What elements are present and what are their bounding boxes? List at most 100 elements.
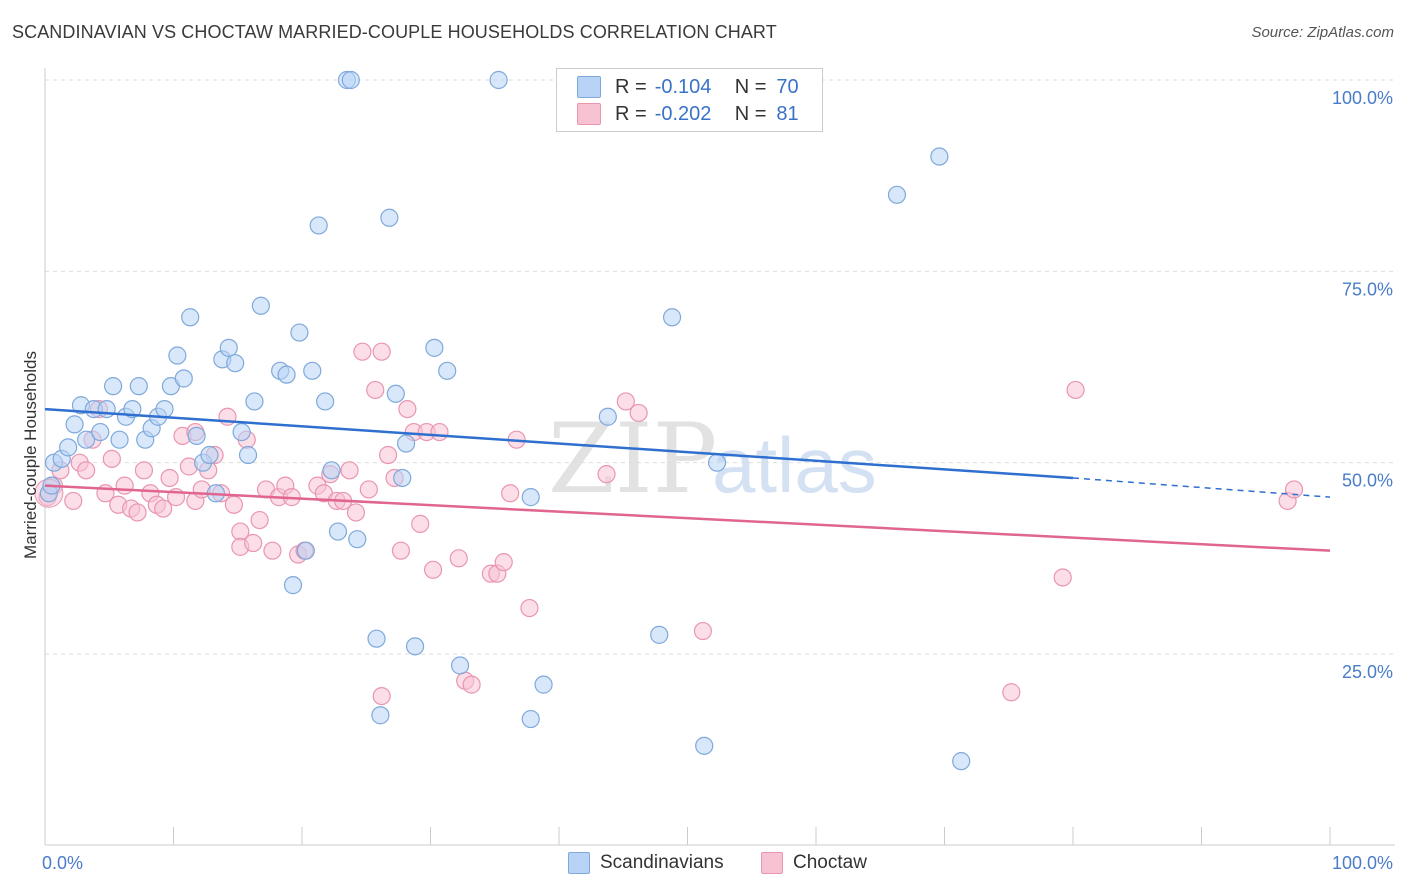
series-legend: Scandinavians Choctaw — [0, 852, 1406, 878]
scandinavian-point-54 — [405, 637, 425, 656]
watermark-zip: ZIP — [548, 403, 717, 515]
choctaw-trend-line — [44, 484, 1331, 552]
source-label: Source: ZipAtlas.com — [1251, 24, 1394, 41]
legend-item-scandinavians[interactable]: Scandinavians — [568, 852, 724, 874]
x-tick-labels: 0.0% 100.0% — [42, 853, 1393, 873]
scandinavian-point-19 — [155, 399, 174, 419]
axes — [44, 68, 1395, 846]
legend-label-choctaw: Choctaw — [793, 852, 867, 873]
scandinavian-point-40 — [303, 361, 322, 380]
scandinavian-point-34 — [251, 296, 270, 315]
watermark-atlas: atlas — [712, 421, 877, 509]
choctaw-point-78 — [1284, 480, 1304, 499]
stats-legend: R = -0.104 N = 70 R = -0.202 N = 81 — [556, 68, 823, 132]
choctaw-point-3 — [64, 491, 83, 511]
scandinavian-point-53 — [396, 434, 416, 453]
scandinavian-point-42 — [316, 392, 335, 411]
legend-swatch-pink — [577, 103, 601, 125]
choctaw-point-51 — [372, 686, 391, 706]
choctaw-point-60 — [430, 422, 449, 442]
scandinavian-point-57 — [450, 656, 470, 675]
scandinavian-point-64 — [662, 308, 682, 327]
scandinavian-point-47 — [348, 530, 367, 549]
scandinavian-point-15 — [129, 377, 148, 396]
choctaw-point-74 — [1002, 683, 1021, 702]
choctaw-point-79 — [372, 342, 391, 361]
choctaw-point-9 — [102, 449, 121, 468]
legend-label-scandinavians: Scandinavians — [600, 852, 724, 873]
choctaw-point-69 — [520, 598, 539, 618]
scandinavian-point-30 — [226, 354, 245, 373]
choctaw-point-75 — [1053, 568, 1072, 587]
y-tick-labels: 25.0% 50.0% 75.0% 100.0% — [1332, 88, 1393, 682]
scandinavian-point-33 — [245, 392, 264, 411]
x-tick-label-0: 0.0% — [42, 853, 83, 873]
y-tick-label-2: 75.0% — [1342, 279, 1393, 299]
legend-n-label: N = — [734, 102, 767, 125]
scandinavian-point-62 — [598, 407, 617, 426]
y-tick-label-1: 50.0% — [1342, 471, 1393, 491]
scandinavian-point-58 — [489, 70, 508, 90]
scandinavian-point-41 — [309, 216, 328, 235]
choctaw-point-18 — [160, 468, 179, 488]
scandinavian-point-43 — [322, 461, 341, 480]
scandinavian-point-10 — [97, 399, 116, 419]
legend-r-label: R = — [615, 102, 647, 125]
legend-swatch-blue — [568, 852, 590, 874]
scandinavian-point-51 — [386, 384, 405, 403]
scandinavian-point-22 — [174, 369, 193, 388]
legend-row-choctaw: R = -0.202 N = 81 — [577, 100, 799, 128]
scandinavian-point-49 — [371, 706, 390, 725]
scandinavian-point-7 — [77, 430, 96, 449]
legend-r-value: -0.202 — [654, 102, 712, 125]
choctaw-point-35 — [263, 541, 282, 560]
scandinavian-point-38 — [290, 323, 309, 342]
legend-n-value: 81 — [776, 102, 799, 125]
choctaw-point-47 — [346, 503, 366, 522]
choctaw-point-71 — [616, 392, 635, 411]
legend-n-value: 70 — [776, 75, 799, 98]
choctaw-point-57 — [411, 514, 430, 533]
scandinavian-point-32 — [238, 445, 258, 465]
choctaw-point-46 — [340, 461, 359, 480]
legend-n-label: N = — [734, 75, 767, 98]
y-tick-label-0: 25.0% — [1342, 662, 1393, 682]
choctaw-point-14 — [134, 461, 154, 480]
choctaw-point-11 — [115, 476, 134, 495]
choctaw-point-49 — [359, 480, 378, 499]
x-tick-label-1: 100.0% — [1332, 853, 1393, 873]
choctaw-point-5 — [77, 461, 96, 480]
scandinavian-point-52 — [393, 468, 412, 488]
choctaw-point-55 — [398, 399, 417, 419]
legend-r-value: -0.104 — [654, 75, 712, 98]
choctaw-point-48 — [353, 342, 372, 361]
legend-item-choctaw[interactable]: Choctaw — [761, 852, 867, 874]
trend-lines — [44, 407, 1331, 552]
scandinavian-point-50 — [380, 208, 399, 227]
legend-swatch-pink — [761, 852, 783, 874]
scandinavian-point-59 — [521, 709, 540, 729]
scandinavian-point-67 — [887, 185, 907, 204]
scandinavian-point-26 — [200, 445, 219, 465]
choctaw-point-63 — [462, 675, 481, 694]
scandinavian-trend-line — [44, 407, 1074, 480]
choctaw-point-17 — [154, 499, 173, 518]
scandinavian-point-68 — [930, 147, 949, 166]
scandinavian-point-66 — [707, 453, 727, 472]
choctaw-point-76 — [1066, 380, 1085, 400]
scandinavian-point-39 — [296, 541, 315, 560]
scandinavian-point-65 — [695, 736, 714, 755]
scandinavian-point-21 — [168, 346, 187, 365]
scandinavian-point-61 — [534, 675, 553, 694]
y-axis-label: Married-couple Households — [21, 351, 40, 559]
scandinavian-point-69 — [952, 752, 971, 771]
choctaw-point-67 — [501, 484, 520, 503]
scandinavian-point-24 — [187, 426, 206, 445]
scandinavian-point-14 — [123, 399, 142, 419]
choctaw-point-54 — [391, 541, 411, 560]
scandinavian-point-55 — [425, 338, 444, 357]
scandinavian-point-44 — [328, 522, 348, 541]
scandinavian-point-56 — [438, 361, 457, 380]
scandinavian-point-63 — [650, 625, 669, 644]
